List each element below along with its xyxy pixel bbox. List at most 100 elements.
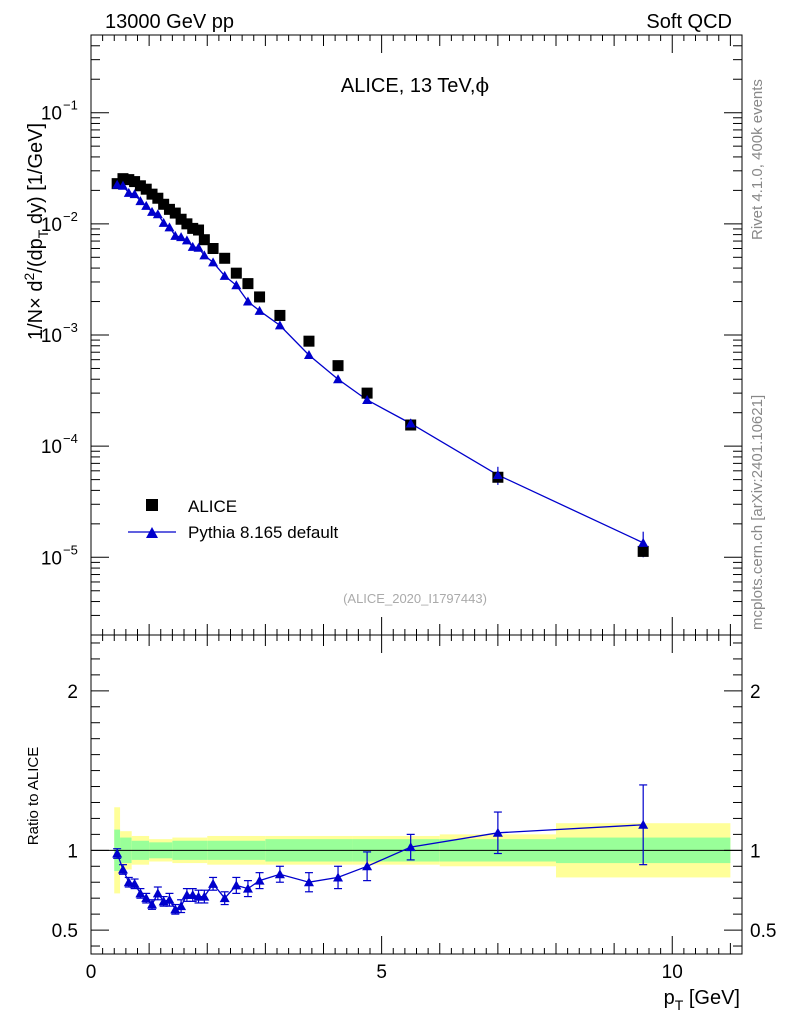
ratio-point <box>242 883 253 893</box>
pythia-point <box>112 179 123 189</box>
pythia-point <box>333 374 344 384</box>
ratio-point <box>123 877 134 887</box>
ratio-y-tick-label-right: 2 <box>750 682 761 703</box>
ratio-point <box>254 875 265 885</box>
pythia-point <box>135 196 146 206</box>
ratio-y-tick-label: 2 <box>67 682 78 703</box>
ratio-frame <box>90 634 743 955</box>
legend-label-pythia: Pythia 8.165 default <box>188 523 339 542</box>
ratio-y-tick-label: 0.5 <box>52 921 78 942</box>
pythia-point <box>362 395 373 405</box>
ratio-panel: 0.5 0.5 1 1 2 2 0 5 10 Ratio to ALICE pT [GeV] <box>25 634 777 1013</box>
pythia-point <box>242 296 253 306</box>
alice-point <box>175 213 187 225</box>
ratio-point <box>362 861 373 871</box>
ratio-point <box>274 869 285 879</box>
pythia-point <box>303 350 314 360</box>
pythia-point <box>170 230 181 240</box>
ratio-point <box>638 819 649 829</box>
ratio-point <box>492 827 503 837</box>
x-tick-label: 0 <box>86 962 97 983</box>
header-left: 13000 GeV pp <box>105 11 234 33</box>
alice-point <box>230 267 242 279</box>
ratio-point <box>199 891 210 901</box>
ratio-point <box>303 877 314 887</box>
pythia-point <box>405 418 416 428</box>
pythia-line <box>117 184 644 544</box>
pythia-point <box>181 235 192 245</box>
plot-title: ALICE, 13 TeV,ϕ <box>341 73 489 97</box>
alice-point <box>134 180 146 192</box>
alice-point <box>187 222 199 234</box>
y-tick-exponent: −1 <box>63 98 78 113</box>
ratio-y-tick-label-right: 1 <box>750 841 761 862</box>
ratio-point <box>141 893 152 903</box>
y-tick-label: 10 <box>41 548 62 569</box>
x-tick-label: 10 <box>662 962 683 983</box>
alice-point <box>637 545 649 557</box>
alice-point <box>158 198 170 210</box>
alice-point <box>207 243 219 255</box>
alice-point <box>193 224 205 236</box>
alice-point <box>242 278 254 290</box>
ratio-points <box>112 819 649 914</box>
alice-point <box>361 387 373 399</box>
pythia-point <box>208 257 219 267</box>
y-tick-label: 10 <box>41 104 62 125</box>
pythia-point <box>219 270 230 280</box>
ratio-point <box>333 872 344 882</box>
alice-point <box>123 174 135 186</box>
alice-point <box>152 192 164 204</box>
alice-point <box>163 203 175 215</box>
ratio-y-tick-labels: 0.5 0.5 1 1 2 2 <box>52 682 777 942</box>
rivet-label: Rivet 4.1.0, 400k events <box>749 79 766 240</box>
alice-point <box>169 207 181 219</box>
legend: ALICE Pythia 8.165 default <box>128 497 339 542</box>
pythia-point <box>123 187 134 197</box>
alice-point <box>117 173 129 185</box>
ratio-point <box>135 888 146 898</box>
ratio-y-tick-label: 1 <box>67 841 78 862</box>
ratio-y-axis-label: Ratio to ALICE <box>25 747 42 845</box>
alice-point <box>146 188 158 200</box>
ratio-point <box>164 894 175 904</box>
y-tick-exponent: −2 <box>63 209 78 224</box>
plot-title-symbol: ϕ <box>475 73 489 97</box>
pythia-point <box>117 180 128 190</box>
pythia-point <box>176 232 187 242</box>
pythia-points <box>112 179 649 547</box>
pythia-point <box>199 250 210 260</box>
header-right: Soft QCD <box>646 11 732 33</box>
pythia-point <box>141 200 152 210</box>
ratio-point <box>231 880 242 890</box>
y-tick-exponent: −4 <box>63 431 78 446</box>
ratio-point <box>187 889 198 899</box>
x-tick-labels: 0 5 10 <box>86 962 683 983</box>
alice-point <box>219 252 231 264</box>
alice-point <box>140 183 152 195</box>
main-y-tick-labels: 10−510−410−310−210−1 <box>41 98 78 570</box>
y-tick-label: 10 <box>41 326 62 347</box>
x-tick-label: 5 <box>376 962 387 983</box>
main-ticks <box>90 34 742 636</box>
legend-marker-pythia <box>146 527 158 538</box>
ratio-y-tick-label-right: 0.5 <box>750 921 776 942</box>
y-tick-exponent: −3 <box>63 320 78 335</box>
alice-point <box>181 218 193 230</box>
pythia-point <box>129 189 140 199</box>
analysis-id: (ALICE_2020_I1797443) <box>343 591 487 606</box>
pythia-point <box>492 470 503 480</box>
ratio-point <box>152 888 163 898</box>
pythia-point <box>638 537 649 547</box>
ratio-point <box>208 878 219 888</box>
pythia-point <box>152 209 163 219</box>
alice-point <box>254 291 266 303</box>
pythia-point <box>164 222 175 232</box>
alice-point <box>198 234 210 246</box>
alice-point <box>274 309 286 321</box>
main-y-axis-label: 1/N× d2/(dpT dy) [1/GeV] <box>21 123 51 340</box>
ratio-point <box>112 848 123 858</box>
ratio-point <box>219 893 230 903</box>
mcplots-label: mcplots.cern.ch [arXiv:2401.10621] <box>749 395 766 630</box>
